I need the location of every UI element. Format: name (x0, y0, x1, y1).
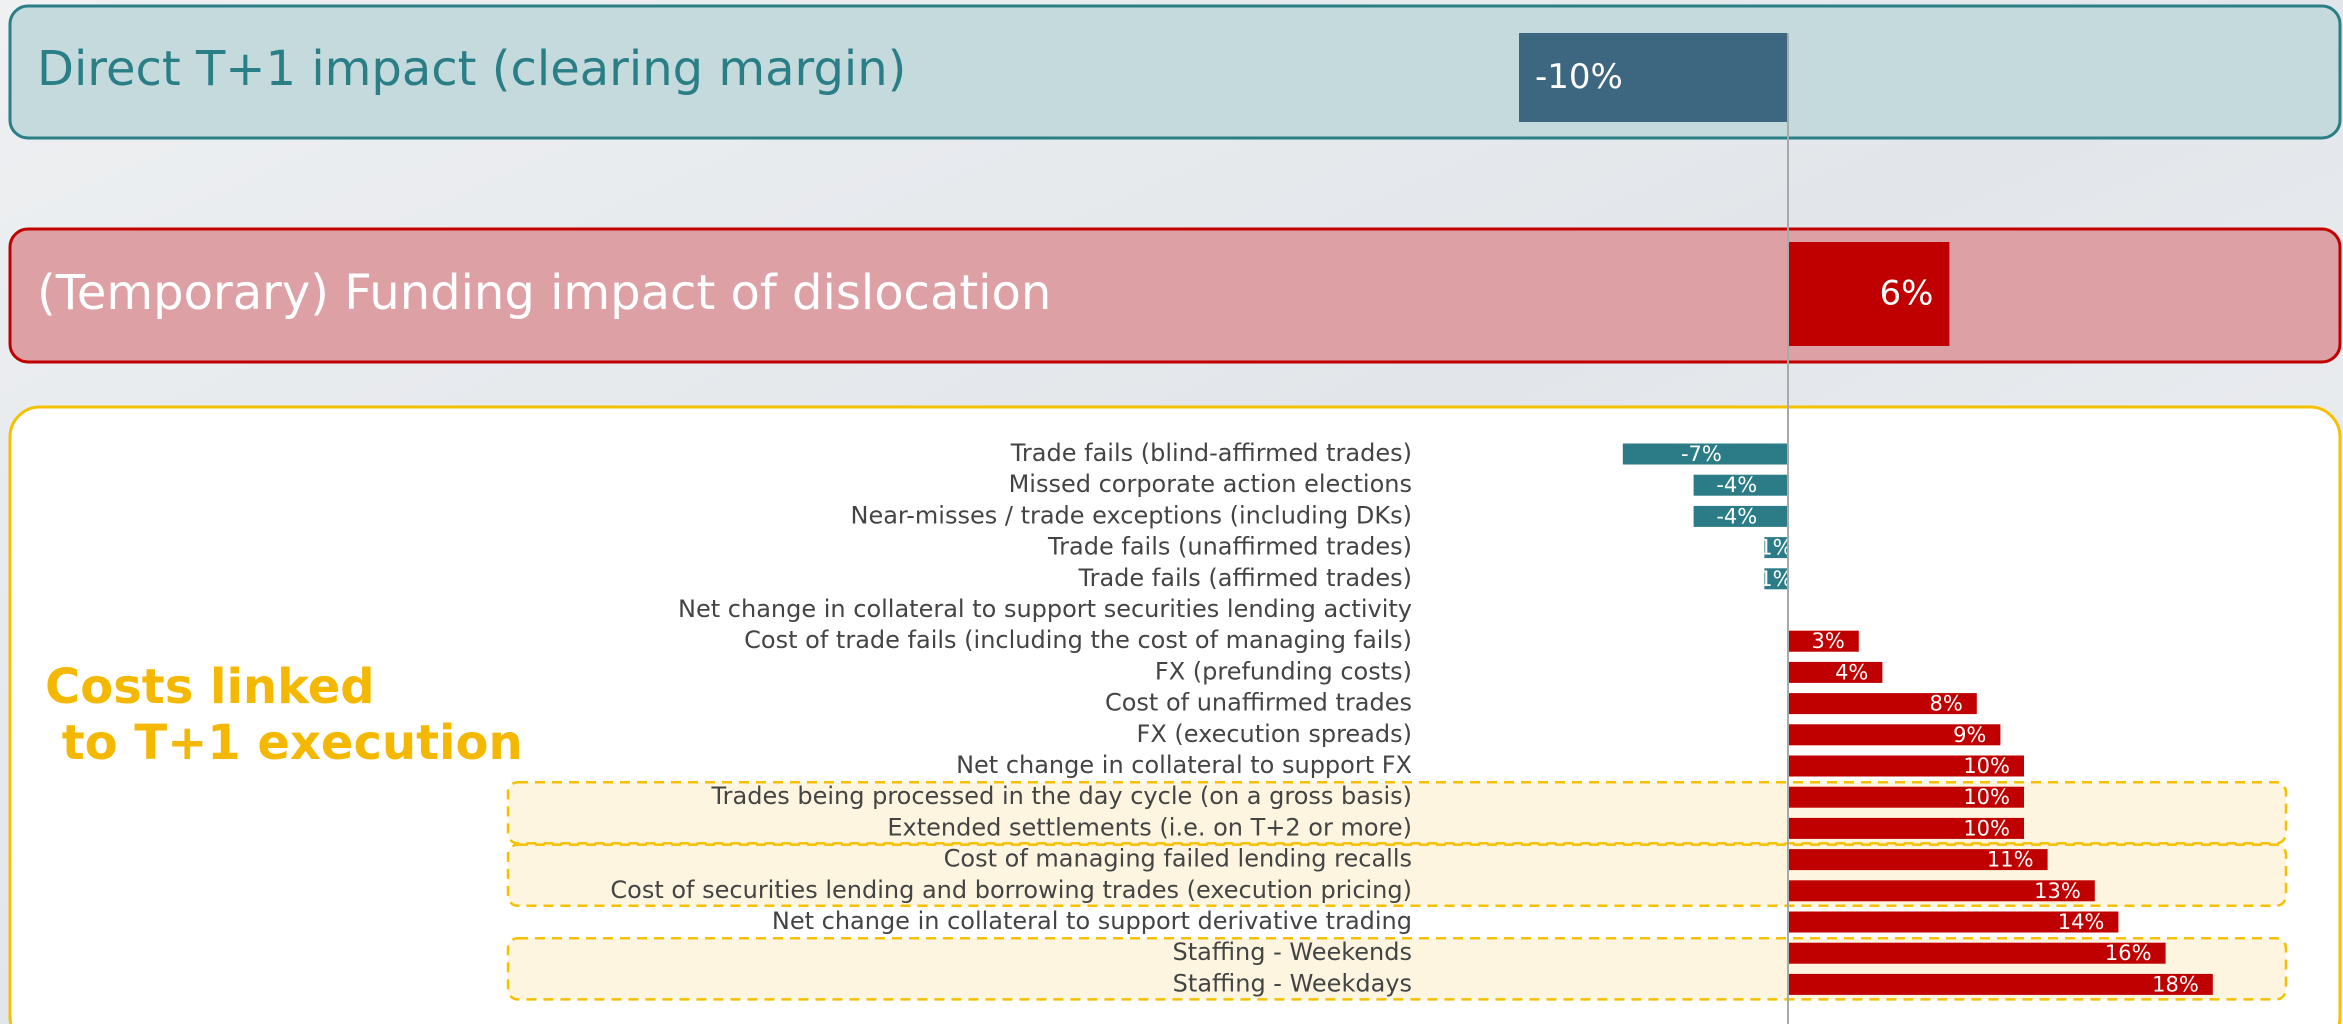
value-label: -4% (1716, 504, 1757, 528)
value-label: -4% (1716, 473, 1757, 497)
bar (1788, 786, 2024, 808)
value-label: 10% (1963, 816, 2010, 840)
value-label: 10% (1963, 785, 2010, 809)
category-label: Cost of unaffirmed trades (1105, 689, 1412, 717)
bar (1788, 911, 2119, 933)
bar (1788, 849, 2048, 871)
value-label: 18% (2152, 972, 2199, 996)
value-label: 10% (1963, 754, 2010, 778)
bar (1764, 568, 1788, 590)
value-label: 13% (2034, 879, 2081, 903)
bar (1788, 973, 2213, 995)
bar (1788, 724, 2001, 746)
bar (1788, 942, 2166, 964)
category-label: Net change in collateral to support secu… (678, 595, 1412, 623)
panel-title: Costs linked (45, 659, 375, 715)
category-label: Net change in collateral to support deri… (772, 907, 1412, 935)
value-label: 4% (1835, 660, 1868, 684)
panel-funding (8, 227, 2342, 364)
value-label: 14% (2058, 910, 2105, 934)
bar (1519, 33, 1788, 122)
category-label: Trade fails (affirmed trades) (1077, 564, 1412, 592)
value-label: 9% (1953, 723, 1986, 747)
bar (1622, 443, 1788, 465)
category-label: Near-misses / trade exceptions (includin… (850, 501, 1412, 529)
category-label: FX (prefunding costs) (1155, 657, 1412, 685)
category-label: Missed corporate action elections (1009, 470, 1412, 498)
value-label: -1% (1752, 536, 1793, 560)
bar (1788, 755, 2024, 777)
value-label: 8% (1929, 692, 1962, 716)
bar (1693, 505, 1788, 527)
category-label: Staffing - Weekdays (1173, 969, 1412, 997)
value-label: 11% (1987, 848, 2034, 872)
category-label: Staffing - Weekends (1172, 938, 1412, 966)
category-label: Trade fails (unaffirmed trades) (1047, 533, 1412, 561)
value-label: -7% (1681, 442, 1722, 466)
bar (1788, 661, 1883, 683)
category-label: Cost of managing failed lending recalls (944, 845, 1412, 873)
panel-title: Direct T+1 impact (clearing margin) (37, 41, 906, 97)
panel-title: to T+1 execution (45, 715, 523, 771)
bar (1788, 693, 1977, 715)
panel-title: (Temporary) Funding impact of dislocatio… (37, 265, 1051, 321)
bar (1788, 630, 1859, 652)
category-label: Cost of trade fails (including the cost … (744, 626, 1412, 654)
value-label: 3% (1811, 629, 1844, 653)
category-label: Extended settlements (i.e. on T+2 or mor… (887, 813, 1412, 841)
bar (1764, 537, 1788, 559)
category-label: Net change in collateral to support FX (956, 751, 1412, 779)
value-label: -1% (1752, 567, 1793, 591)
category-label: FX (execution spreads) (1137, 720, 1412, 748)
bar (1788, 817, 2024, 839)
value-label: -10% (1535, 57, 1623, 97)
category-label: Trade fails (blind-affirmed trades) (1010, 439, 1412, 467)
category-label: Trades being processed in the day cycle … (711, 782, 1413, 810)
bar (1788, 242, 1950, 346)
value-label: 16% (2105, 941, 2152, 965)
category-label: Cost of securities lending and borrowing… (610, 876, 1412, 904)
value-label: 6% (1879, 274, 1933, 314)
bar (1693, 474, 1788, 496)
bar (1788, 880, 2095, 902)
